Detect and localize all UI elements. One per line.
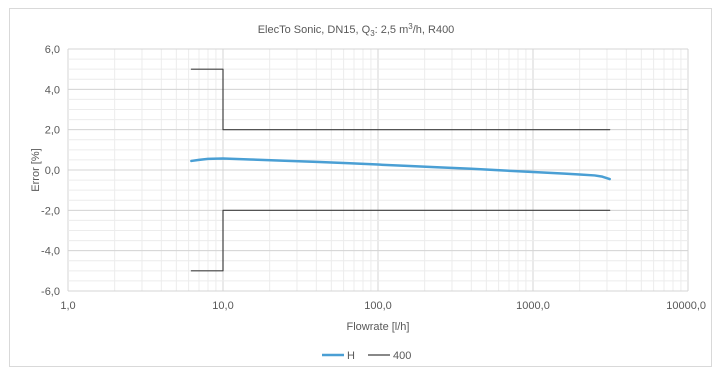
chart-title-end: /h, R400 xyxy=(413,24,455,36)
y-tick-label: 6,0 xyxy=(45,44,60,56)
chart-frame xyxy=(9,8,712,367)
y-axis-title: Error [%] xyxy=(30,148,42,191)
series-layer xyxy=(190,68,611,272)
series-line-400-2 xyxy=(190,209,611,272)
legend-label: H xyxy=(347,350,355,362)
series-line-h xyxy=(190,157,611,181)
y-tick-label: -6,0 xyxy=(41,286,60,298)
x-tick-label: 1,0 xyxy=(60,300,75,312)
y-tick-labels: 6,0 4,0 2,0 0,0 -2,0 -4,0 -6,0 xyxy=(41,44,60,298)
y-tick-label: 2,0 xyxy=(45,125,60,137)
legend: H 400 xyxy=(322,350,411,362)
y-tick-label: 4,0 xyxy=(45,84,60,96)
x-tick-label: 10000,0 xyxy=(666,300,706,312)
x-axis-title: Flowrate [l/h] xyxy=(347,321,410,333)
chart-title-sup: 3 xyxy=(408,22,413,31)
x-tick-label: 100,0 xyxy=(364,300,392,312)
chart-title-main: ElecTo Sonic, DN15, Q xyxy=(258,24,371,36)
y-tick-label: -2,0 xyxy=(41,205,60,217)
legend-label: 400 xyxy=(393,350,411,362)
x-tick-label: 1000,0 xyxy=(516,300,550,312)
y-tick-label: 0,0 xyxy=(45,165,60,177)
series-line-400-1 xyxy=(190,68,611,131)
chart-title-sub: 3 xyxy=(370,29,375,38)
chart-title: ElecTo Sonic, DN15, Q3: 2,5 m3/h, R400 xyxy=(258,22,455,38)
x-tick-labels: 1,0 10,0 100,0 1000,0 10000,0 xyxy=(60,300,706,312)
x-tick-label: 10,0 xyxy=(212,300,233,312)
chart-title-mid: : 2,5 m xyxy=(375,24,409,36)
y-tick-label: -4,0 xyxy=(41,246,60,258)
